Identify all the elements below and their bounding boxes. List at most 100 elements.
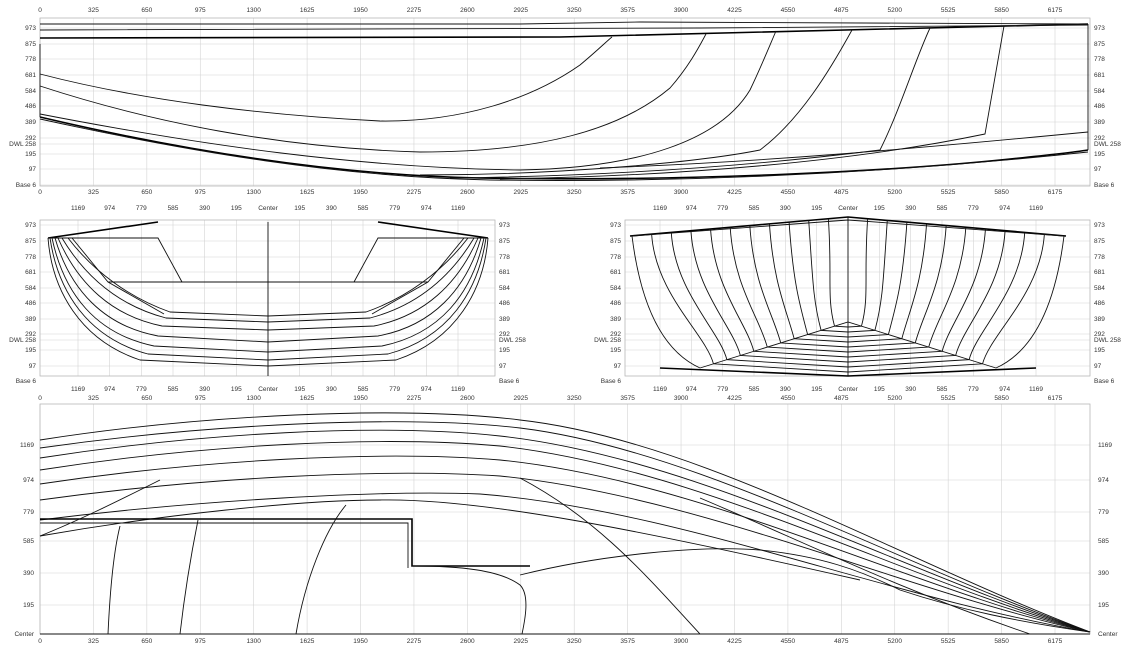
tick-label: 486 [1094,300,1105,307]
tick-label: 3250 [567,7,582,14]
tick-label: 5200 [888,189,903,196]
tick-label: 974 [999,386,1010,393]
tick-label: 585 [168,205,179,212]
tick-label: 389 [1094,316,1105,323]
body-view-aft: 1169 974 779 585 390 195 Center 195 390 585 779 974… [9,205,526,393]
tick-label: 389 [1094,119,1105,126]
tick-label: 681 [499,269,510,276]
plan-transom [39,479,161,537]
tick-label: 390 [199,205,210,212]
fwd-station-right [941,229,986,352]
tick-label: 3575 [620,638,635,645]
tick-label: 390 [326,205,337,212]
fwd-diagonal-right [847,346,929,353]
tick-label: 4875 [834,7,849,14]
tick-label: 585 [23,538,34,545]
tick-label: 2600 [460,395,475,402]
tick-label: DWL 258 [1094,337,1121,344]
plan-view: 0 325 650 975 1300 1625 1950 2275 2600 2925 3250 35… [14,395,1118,645]
tick-label: 778 [499,254,510,261]
plan-hull-lines [39,412,1091,635]
tick-label: 585 [749,205,760,212]
aft-section-2 [49,237,487,361]
tick-label: 974 [104,386,115,393]
tick-label: 778 [1094,254,1105,261]
fwd-station-right [874,220,888,331]
tick-label: 778 [610,254,621,261]
plan-station-4 [519,477,701,635]
fwd-diagonal-right [847,342,916,348]
tick-label: 974 [104,205,115,212]
tick-label: 6175 [1048,638,1063,645]
tick-label: 875 [25,41,36,48]
profile-x-ticks-top: 0 325 650 975 1300 1625 1950 2275 2600 2925 3250 35… [38,7,1062,14]
tick-label: 974 [686,386,697,393]
tick-label: 1300 [246,395,261,402]
tick-label: DWL 258 [594,337,621,344]
fwd-station-right [955,230,1006,356]
tick-label: 390 [23,570,34,577]
tick-label: 975 [195,638,206,645]
tick-label: 975 [195,189,206,196]
plan-station-1 [107,525,121,635]
profile-buttock-6 [499,25,1005,180]
fwd-station-left [670,232,728,360]
tick-label: 195 [25,151,36,158]
tick-label: 585 [749,386,760,393]
fwd-station-left [710,229,755,352]
profile-keel-line [39,116,1089,180]
tick-label: 486 [1094,103,1105,110]
tick-label: 3900 [674,395,689,402]
tick-label: 779 [389,205,400,212]
tick-label: 195 [231,205,242,212]
body-view-fwd: 1169 974 779 585 390 195 Center 195 390 585 779 974… [594,205,1121,393]
tick-label: 2275 [407,638,422,645]
tick-label: 1300 [246,189,261,196]
tick-label: 2600 [460,638,475,645]
tick-label: 1169 [71,386,85,393]
tick-label: Center [258,205,278,212]
tick-label: 650 [141,395,152,402]
tick-label: 1625 [300,638,315,645]
fwd-diagonal-left [767,346,849,353]
tick-label: 292 [25,135,36,142]
tick-label: 97 [614,363,622,370]
tick-label: Center [258,386,278,393]
tick-label: 97 [1094,166,1102,173]
tick-label: 974 [421,386,432,393]
tick-label: DWL 258 [499,337,526,344]
tick-label: 0 [38,7,42,14]
tick-label: 779 [23,509,34,516]
tick-label: 778 [1094,56,1105,63]
tick-label: 292 [25,331,36,338]
tick-label: 4225 [727,395,742,402]
tick-label: 1625 [300,395,315,402]
tick-label: 1169 [451,386,465,393]
tick-label: 389 [25,119,36,126]
plan-station-5 [699,497,1031,635]
aft-x-ticks-top: 1169 974 779 585 390 195 Center 195 390 585 779 974… [71,205,465,212]
tick-label: 585 [358,386,369,393]
plan-cabin-outline [40,518,530,567]
tick-label: 0 [38,395,42,402]
fwd-station-left [749,225,782,344]
tick-label: 195 [811,205,822,212]
tick-label: DWL 258 [9,337,36,344]
plan-waterline-6 [39,492,1091,633]
tick-label: 2925 [514,7,529,14]
tick-label: 779 [717,205,728,212]
profile-grid [39,18,1090,186]
profile-x-ticks-bottom: 0 325 650 975 1300 1625 1950 2275 2600 2925 3250 35… [38,189,1062,196]
fwd-diagonal-right [847,363,983,373]
fwd-grid [625,220,1090,376]
fwd-chine [699,321,997,369]
fwd-outer-right [995,235,1065,369]
aft-section-1 [47,237,489,367]
plan-waterline-3 [39,441,1091,633]
profile-chine-line [599,131,1089,169]
tick-label: 97 [29,166,37,173]
tick-label: 1950 [353,189,368,196]
tick-label: 2600 [460,7,475,14]
